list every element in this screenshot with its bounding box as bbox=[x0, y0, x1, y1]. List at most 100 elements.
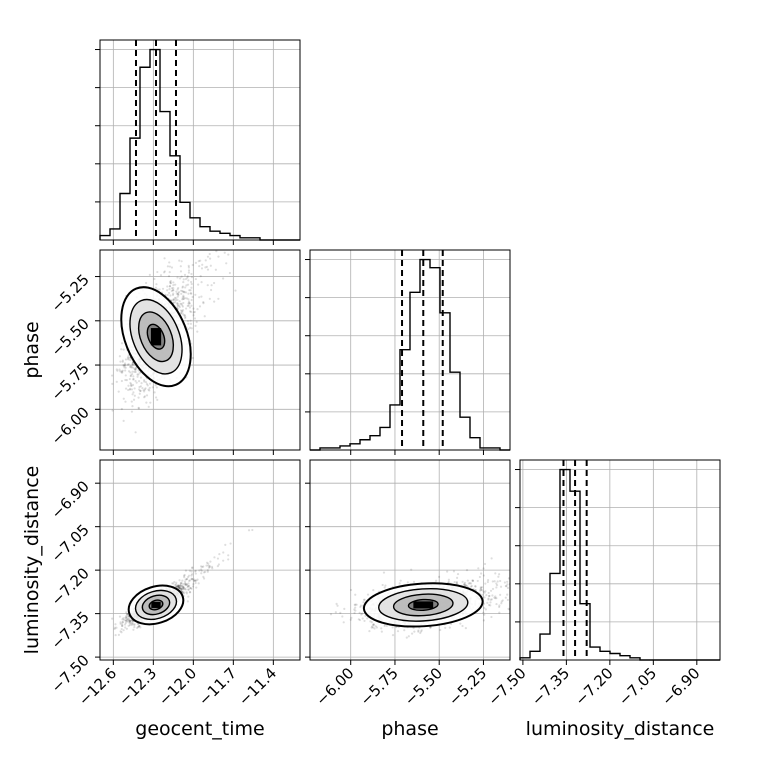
sample-point bbox=[510, 579, 512, 581]
sample-point bbox=[127, 617, 131, 620]
panel-frame-geocent_time-vs-phase bbox=[99, 249, 301, 451]
sample-point bbox=[128, 620, 131, 623]
density-peak bbox=[150, 328, 162, 346]
sample-point bbox=[137, 380, 141, 383]
sample-point bbox=[179, 587, 183, 590]
sample-point bbox=[131, 372, 134, 376]
sample-point bbox=[190, 577, 194, 581]
sample-point bbox=[187, 579, 191, 582]
sample-point bbox=[211, 567, 214, 570]
sample-point bbox=[225, 262, 228, 265]
sample-point bbox=[483, 613, 486, 616]
sample-point bbox=[498, 611, 501, 614]
sample-point bbox=[439, 628, 442, 632]
sample-point bbox=[169, 281, 172, 285]
sample-point bbox=[186, 283, 190, 286]
sample-point bbox=[206, 268, 210, 271]
sample-point bbox=[217, 563, 220, 566]
sample-point bbox=[180, 586, 183, 590]
sample-point bbox=[185, 284, 188, 287]
sample-point bbox=[206, 570, 209, 573]
panel-hist-luminosity_distance bbox=[520, 460, 720, 660]
sample-point bbox=[194, 569, 197, 572]
sample-point bbox=[182, 280, 185, 284]
sample-point bbox=[129, 365, 132, 368]
sample-point bbox=[204, 259, 207, 262]
sample-point bbox=[412, 580, 416, 584]
sample-point bbox=[239, 218, 241, 220]
sample-point bbox=[184, 583, 187, 586]
sample-point bbox=[166, 293, 169, 297]
sample-point bbox=[198, 569, 201, 572]
sample-point bbox=[130, 400, 133, 403]
x-tick-label: −12.0 bbox=[155, 664, 200, 709]
sample-point bbox=[182, 295, 185, 299]
sample-point bbox=[188, 326, 192, 329]
sample-point bbox=[474, 585, 477, 588]
sample-point bbox=[178, 584, 181, 588]
sample-point bbox=[246, 212, 248, 214]
sample-point bbox=[482, 590, 485, 593]
sample-point bbox=[540, 598, 542, 600]
sample-point bbox=[213, 300, 216, 303]
sample-point bbox=[403, 629, 406, 632]
x-tick-label: −7.20 bbox=[571, 664, 616, 709]
sample-point bbox=[191, 573, 194, 576]
sample-point bbox=[155, 283, 158, 286]
sample-point bbox=[183, 588, 186, 591]
sample-point bbox=[205, 561, 209, 564]
sample-point bbox=[361, 612, 364, 615]
sample-point bbox=[134, 368, 137, 371]
sample-point bbox=[200, 568, 203, 571]
sample-point bbox=[461, 624, 464, 628]
sample-point bbox=[133, 624, 136, 627]
sample-point bbox=[136, 375, 139, 378]
sample-point bbox=[496, 580, 499, 583]
sample-point bbox=[182, 297, 185, 301]
sample-point bbox=[200, 572, 203, 575]
sample-point bbox=[186, 320, 190, 323]
sample-point bbox=[118, 355, 121, 358]
sample-point bbox=[216, 245, 218, 247]
sample-point bbox=[119, 622, 122, 625]
sample-point bbox=[545, 569, 547, 571]
x-tick-label: −7.50 bbox=[484, 664, 529, 709]
sample-point bbox=[545, 584, 547, 586]
sample-point bbox=[192, 311, 195, 314]
sample-point bbox=[179, 582, 182, 585]
sample-point bbox=[131, 622, 135, 626]
sample-point bbox=[93, 351, 95, 353]
sample-point bbox=[183, 291, 186, 294]
sample-point bbox=[383, 624, 386, 628]
sample-point bbox=[179, 277, 182, 280]
sample-point bbox=[464, 584, 467, 587]
sample-point bbox=[354, 606, 357, 609]
sample-point bbox=[147, 388, 150, 391]
sample-point bbox=[480, 586, 484, 589]
sample-point bbox=[203, 315, 206, 318]
sample-point bbox=[506, 598, 509, 602]
sample-point bbox=[131, 393, 134, 396]
sample-point bbox=[120, 379, 123, 383]
sample-point bbox=[119, 370, 122, 373]
sample-point bbox=[380, 627, 383, 630]
sample-point bbox=[143, 379, 146, 382]
samples-geocent_time-vs-phase bbox=[93, 212, 248, 434]
sample-point bbox=[177, 291, 181, 294]
sample-point bbox=[343, 607, 346, 610]
sample-point bbox=[505, 585, 508, 588]
sample-point bbox=[498, 605, 501, 609]
sample-point bbox=[464, 584, 467, 587]
sample-point bbox=[193, 310, 196, 314]
sample-point bbox=[175, 297, 178, 300]
sample-point bbox=[168, 261, 171, 264]
sample-point bbox=[195, 320, 198, 324]
sample-point bbox=[128, 388, 132, 391]
sample-point bbox=[137, 373, 140, 376]
sample-point bbox=[128, 365, 132, 369]
sample-point bbox=[227, 554, 230, 557]
x-tick-label: −6.90 bbox=[658, 664, 703, 709]
sample-point bbox=[185, 583, 188, 586]
sample-point bbox=[120, 627, 123, 631]
sample-point bbox=[187, 279, 190, 282]
